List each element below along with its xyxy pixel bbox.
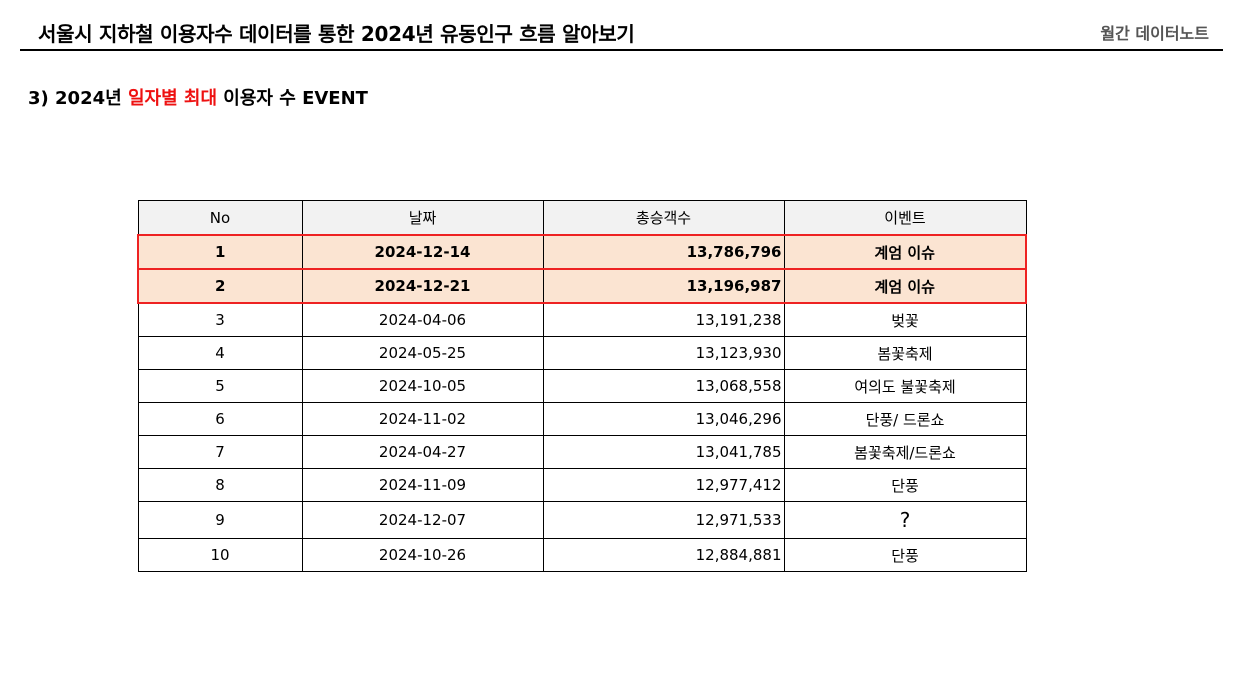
cell-event: 여의도 불꽃축제 <box>783 369 1027 403</box>
cell-no: 2 <box>137 268 303 304</box>
cell-no: 6 <box>137 402 303 436</box>
table-header-row: No 날짜 총승객수 이벤트 <box>137 200 1027 236</box>
cell-date: 2024-05-25 <box>301 336 544 370</box>
cell-total: 13,046,296 <box>542 402 785 436</box>
cell-date: 2024-12-14 <box>301 234 544 270</box>
table-row: 5 2024-10-05 13,068,558 여의도 불꽃축제 <box>137 369 1027 403</box>
cell-total: 13,786,796 <box>542 234 785 270</box>
table-row: 9 2024-12-07 12,971,533 ? <box>137 501 1027 539</box>
cell-no: 3 <box>137 302 303 337</box>
cell-total: 12,971,533 <box>542 501 785 539</box>
cell-event: 벚꽃 <box>783 302 1027 337</box>
column-header-event: 이벤트 <box>783 200 1027 236</box>
event-table: No 날짜 총승객수 이벤트 1 2024-12-14 13,786,796 계… <box>137 200 1027 572</box>
cell-event: 계엄 이슈 <box>783 268 1027 304</box>
cell-event: 단풍 <box>783 538 1027 572</box>
page-title: 서울시 지하철 이용자수 데이터를 통한 2024년 유동인구 흐름 알아보기 <box>38 22 635 46</box>
section-title-prefix: 3) 2024년 <box>28 88 128 109</box>
cell-total: 12,977,412 <box>542 468 785 502</box>
cell-no: 10 <box>137 538 303 572</box>
header-divider <box>20 49 1223 51</box>
cell-date: 2024-10-26 <box>301 538 544 572</box>
section-title-suffix: 이용자 수 EVENT <box>217 88 368 109</box>
cell-total: 13,068,558 <box>542 369 785 403</box>
cell-total: 13,191,238 <box>542 302 785 337</box>
cell-date: 2024-04-06 <box>301 302 544 337</box>
table-row: 7 2024-04-27 13,041,785 봄꽃축제/드론쇼 <box>137 435 1027 469</box>
column-header-total: 총승객수 <box>542 200 785 236</box>
cell-event: 봄꽃축제/드론쇼 <box>783 435 1027 469</box>
cell-no: 4 <box>137 336 303 370</box>
cell-total: 13,196,987 <box>542 268 785 304</box>
table-row: 10 2024-10-26 12,884,881 단풍 <box>137 538 1027 572</box>
cell-no: 8 <box>137 468 303 502</box>
table-row: 2 2024-12-21 13,196,987 계엄 이슈 <box>137 268 1027 304</box>
cell-event: ? <box>783 501 1027 539</box>
cell-date: 2024-04-27 <box>301 435 544 469</box>
table-row: 1 2024-12-14 13,786,796 계엄 이슈 <box>137 234 1027 270</box>
series-label: 월간 데이터노트 <box>1100 24 1209 43</box>
section-title: 3) 2024년 일자별 최대 이용자 수 EVENT <box>28 84 368 110</box>
cell-date: 2024-12-21 <box>301 268 544 304</box>
section-title-highlight: 일자별 최대 <box>127 88 218 109</box>
cell-date: 2024-10-05 <box>301 369 544 403</box>
cell-event: 봄꽃축제 <box>783 336 1027 370</box>
cell-no: 7 <box>137 435 303 469</box>
cell-total: 13,041,785 <box>542 435 785 469</box>
cell-date: 2024-11-09 <box>301 468 544 502</box>
cell-total: 13,123,930 <box>542 336 785 370</box>
table-row: 6 2024-11-02 13,046,296 단풍/ 드론쇼 <box>137 402 1027 436</box>
table-row: 4 2024-05-25 13,123,930 봄꽃축제 <box>137 336 1027 370</box>
column-header-date: 날짜 <box>301 200 544 236</box>
cell-no: 1 <box>137 234 303 270</box>
cell-event: 계엄 이슈 <box>783 234 1027 270</box>
cell-event: 단풍/ 드론쇼 <box>783 402 1027 436</box>
cell-event: 단풍 <box>783 468 1027 502</box>
cell-date: 2024-11-02 <box>301 402 544 436</box>
cell-date: 2024-12-07 <box>301 501 544 539</box>
column-header-no: No <box>137 200 303 236</box>
cell-no: 9 <box>137 501 303 539</box>
cell-total: 12,884,881 <box>542 538 785 572</box>
table-row: 8 2024-11-09 12,977,412 단풍 <box>137 468 1027 502</box>
table-row: 3 2024-04-06 13,191,238 벚꽃 <box>137 302 1027 337</box>
cell-no: 5 <box>137 369 303 403</box>
